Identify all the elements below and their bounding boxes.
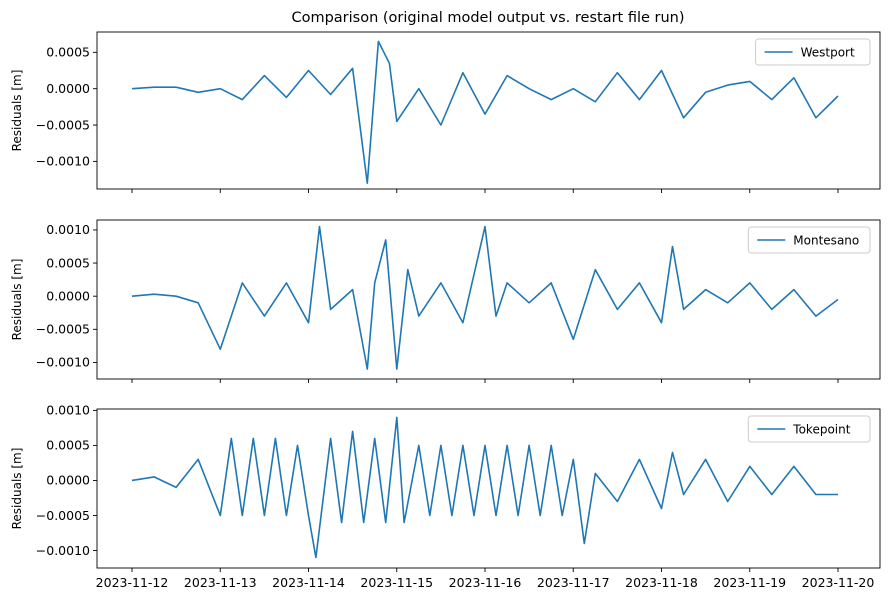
y-tick-label: −0.0005: [36, 508, 90, 523]
y-tick-label: 0.0010: [46, 403, 90, 418]
panels: 0.0005 0.0000 −0.0005 −0.0010 Residuals [m] W…: [10, 31, 881, 590]
chart-title: Comparison (original model output vs. re…: [291, 10, 684, 26]
legend-box: [755, 38, 871, 66]
subplot-2: 0.0010 0.0005 0.0000 −0.0005 −0.0010 Residual…: [10, 219, 881, 383]
axes-frame: [96, 219, 881, 380]
legend-label: Westport: [801, 46, 855, 60]
x-tick-label: 2023-11-16: [449, 575, 522, 590]
y-tick-label: 0.0000: [46, 81, 90, 96]
x-tick-label: 2023-11-19: [713, 575, 786, 590]
y-tick-label: −0.0005: [36, 117, 90, 132]
y-tick-label: 0.0000: [46, 288, 90, 303]
subplot-3: 0.0010 0.0005 0.0000 −0.0005 −0.0010 2023-11-…: [10, 403, 881, 590]
series-line-tokepoint: [131, 416, 838, 559]
x-tick-label: 2023-11-18: [625, 575, 698, 590]
x-tick-label: 2023-11-15: [360, 575, 433, 590]
x-tick-label: 2023-11-12: [96, 575, 169, 590]
y-tick-label: −0.0005: [36, 322, 90, 337]
y-tick-label: 0.0000: [46, 473, 90, 488]
y-tick-label: −0.0010: [36, 355, 90, 370]
y-axis-label: Residuals [m]: [10, 259, 24, 341]
y-axis-label: Residuals [m]: [10, 70, 24, 152]
series-line-westport: [131, 40, 839, 184]
subplot-1: 0.0005 0.0000 −0.0005 −0.0010 Residuals [m] W…: [10, 31, 881, 193]
axes-frame: [96, 408, 881, 569]
legend: Tokepoint: [747, 415, 871, 443]
x-tick-label: 2023-11-13: [184, 575, 257, 590]
legend-label: Tokepoint: [792, 423, 850, 437]
x-tick-label: 2023-11-20: [802, 575, 875, 590]
y-axis-label: Residuals [m]: [10, 448, 24, 530]
legend-box: [747, 415, 871, 443]
legend: Westport: [755, 38, 871, 66]
x-tick-label: 2023-11-14: [272, 575, 345, 590]
legend-label: Montesano: [793, 234, 859, 248]
x-tick-label: 2023-11-17: [537, 575, 610, 590]
y-tick-label: −0.0010: [36, 543, 90, 558]
y-tick-label: 0.0005: [46, 45, 90, 60]
y-tick-label: 0.0010: [46, 222, 90, 237]
legend-box: [747, 226, 871, 254]
y-tick-label: −0.0010: [36, 154, 90, 169]
y-tick-label: 0.0005: [46, 438, 90, 453]
y-tick-label: 0.0005: [46, 255, 90, 270]
series-line-montesano: [131, 225, 839, 370]
legend: Montesano: [747, 226, 871, 254]
axes-frame: [96, 31, 881, 190]
